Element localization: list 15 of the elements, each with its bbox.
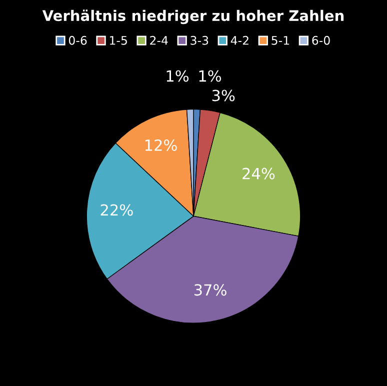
- data-label: 37%: [194, 284, 226, 296]
- legend-label: 5-1: [272, 36, 290, 45]
- data-label: 24%: [242, 168, 275, 180]
- data-label: 22%: [100, 204, 133, 216]
- data-label: 3%: [212, 90, 235, 102]
- legend-label: 3-3: [190, 36, 208, 45]
- legend-label: 2-4: [150, 36, 168, 45]
- legend-label: 6-0: [312, 36, 330, 45]
- data-label: 1%: [199, 70, 222, 82]
- data-label: 1%: [166, 70, 189, 82]
- chart-title: Verhältnis niedriger zu hoher Zahlen: [42, 10, 344, 24]
- legend-label: 0-6: [68, 36, 87, 45]
- legend-label: 1-5: [110, 36, 127, 45]
- legend-label: 4-2: [230, 36, 248, 45]
- data-label: 12%: [145, 139, 177, 151]
